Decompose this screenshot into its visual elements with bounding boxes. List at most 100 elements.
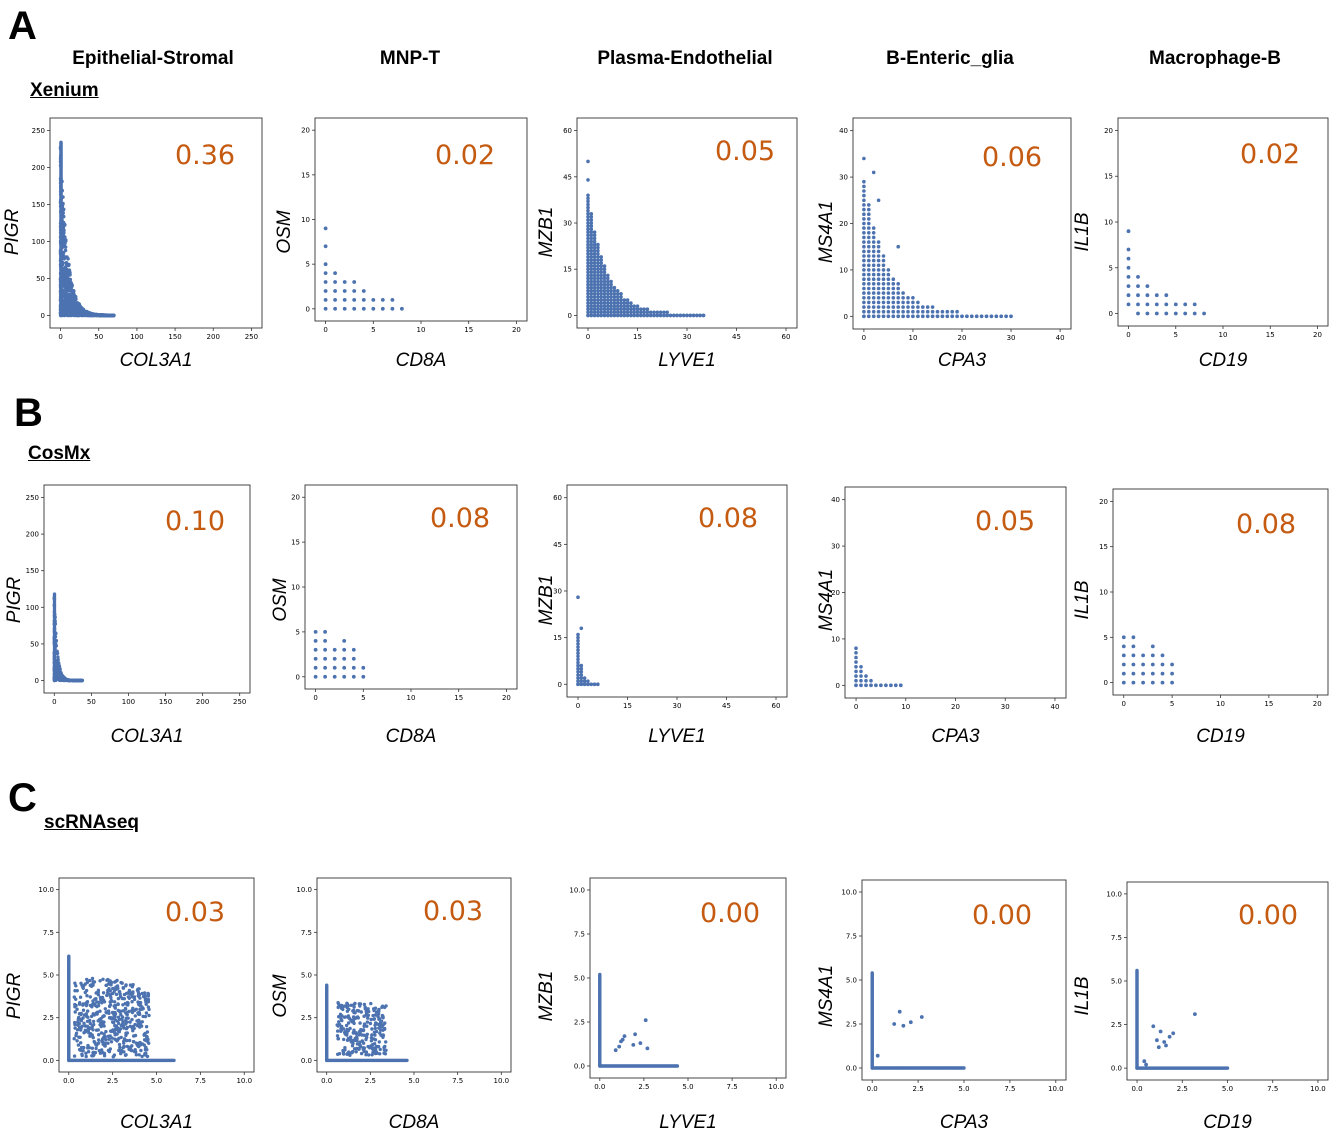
data-point xyxy=(589,267,594,272)
data-point xyxy=(1121,635,1126,640)
y-axis-label: OSM xyxy=(270,974,291,1017)
data-point xyxy=(99,1031,104,1035)
data-point xyxy=(881,272,886,277)
data-point xyxy=(622,313,627,318)
data-point xyxy=(622,301,627,305)
x-tick-label: 60 xyxy=(782,333,791,341)
x-axis-label: COL3A1 xyxy=(120,350,193,371)
data-point xyxy=(146,992,151,997)
data-point xyxy=(76,1017,81,1021)
data-point xyxy=(359,1010,363,1014)
data-point xyxy=(862,300,866,305)
data-point xyxy=(862,263,866,268)
x-tick-label: 10.0 xyxy=(236,1077,252,1085)
x-axis-label: CD8A xyxy=(389,1112,440,1133)
data-point xyxy=(617,1044,622,1049)
data-point xyxy=(352,1030,357,1035)
y-axis-label: MZB1 xyxy=(536,575,557,626)
data-point xyxy=(698,313,702,318)
x-axis-label: CD19 xyxy=(1203,1112,1252,1133)
data-point xyxy=(332,674,337,679)
x-tick-label: 40 xyxy=(1050,703,1059,711)
data-point xyxy=(72,312,77,317)
data-point xyxy=(62,240,66,245)
y-tick-label: 10 xyxy=(831,635,840,643)
data-point xyxy=(881,268,886,272)
data-point xyxy=(378,1047,382,1052)
data-point xyxy=(609,289,613,293)
data-point xyxy=(56,655,60,659)
data-point xyxy=(1192,302,1197,307)
x-tick-label: 2.5 xyxy=(1177,1085,1188,1093)
data-point xyxy=(400,306,404,311)
y-axis-label: MS4A1 xyxy=(816,569,837,631)
data-point xyxy=(862,189,866,193)
x-tick-label: 5.0 xyxy=(151,1077,162,1085)
x-tick-label: 50 xyxy=(94,333,103,341)
data-point xyxy=(596,242,600,247)
data-point xyxy=(589,289,594,293)
data-point xyxy=(1121,671,1126,676)
data-point xyxy=(602,267,607,272)
data-point xyxy=(1141,662,1145,667)
data-point xyxy=(104,1010,108,1014)
data-point xyxy=(589,245,594,250)
data-point xyxy=(899,683,903,688)
data-point xyxy=(64,261,69,265)
data-point xyxy=(606,304,610,309)
data-point xyxy=(122,1039,126,1043)
data-point xyxy=(73,1022,77,1027)
data-point xyxy=(361,674,366,679)
data-point xyxy=(370,1027,374,1031)
data-point xyxy=(77,1047,82,1052)
data-point xyxy=(106,991,110,995)
data-point xyxy=(606,282,610,287)
data-point xyxy=(1225,1066,1230,1070)
data-point xyxy=(589,258,594,262)
data-point xyxy=(859,665,863,669)
data-point xyxy=(576,673,580,677)
data-point xyxy=(596,248,600,253)
data-point xyxy=(113,1018,118,1022)
data-point xyxy=(916,309,920,314)
data-point xyxy=(639,307,643,312)
data-point xyxy=(345,1002,349,1007)
data-point xyxy=(364,1037,368,1042)
data-point xyxy=(63,291,68,295)
data-point xyxy=(886,282,891,286)
plot-frame xyxy=(49,117,263,329)
x-axis-label: LYVE1 xyxy=(658,350,715,371)
data-point xyxy=(586,273,590,278)
data-point xyxy=(346,1051,350,1056)
data-point xyxy=(589,301,594,305)
y-tick-label: 7.5 xyxy=(574,931,585,939)
data-point xyxy=(340,1024,344,1029)
data-point xyxy=(906,305,910,309)
data-point xyxy=(862,217,866,221)
data-point xyxy=(98,979,102,983)
data-point xyxy=(615,304,620,309)
data-point xyxy=(73,1010,77,1014)
data-point xyxy=(896,244,900,249)
data-point xyxy=(871,254,876,258)
data-point xyxy=(131,983,135,987)
data-point xyxy=(602,279,607,284)
data-point xyxy=(881,258,886,263)
x-tick-label: 2.5 xyxy=(638,1083,649,1091)
data-point xyxy=(323,289,328,293)
data-point xyxy=(896,305,900,309)
data-point xyxy=(615,292,620,296)
data-point xyxy=(373,1013,378,1017)
data-point xyxy=(323,262,328,267)
x-tick-label: 45 xyxy=(732,333,741,341)
data-point xyxy=(383,1052,388,1056)
data-point xyxy=(615,310,620,315)
data-point xyxy=(1131,662,1136,667)
data-point xyxy=(589,255,594,259)
y-tick-label: 0.0 xyxy=(43,1057,54,1065)
data-point xyxy=(62,280,66,284)
x-tick-label: 30 xyxy=(673,702,682,710)
data-point xyxy=(100,1037,105,1041)
data-point xyxy=(606,310,610,315)
data-point xyxy=(62,257,66,261)
